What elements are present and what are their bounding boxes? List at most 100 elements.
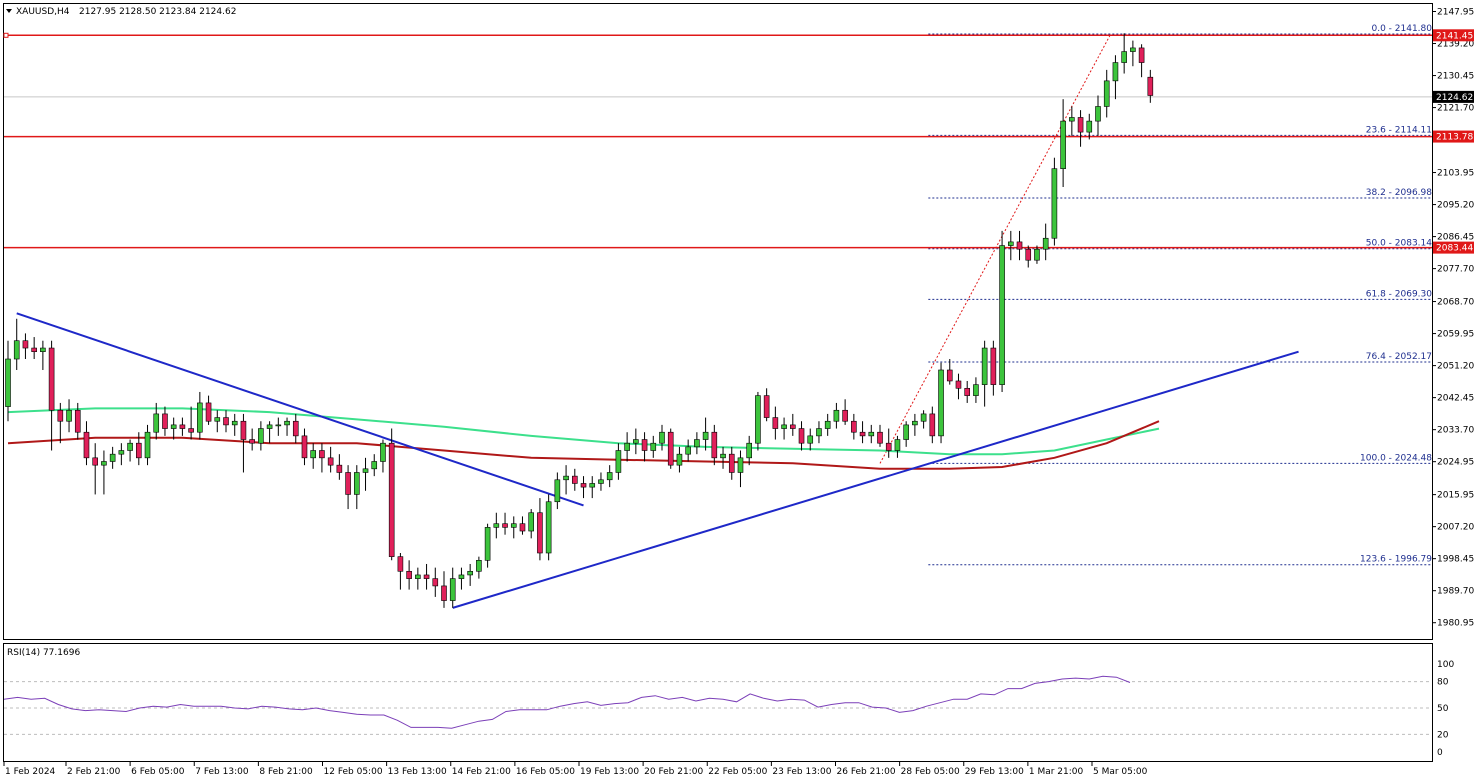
candle[interactable] — [345, 465, 351, 510]
candle[interactable] — [1112, 55, 1119, 100]
candle[interactable] — [537, 498, 543, 561]
candle[interactable] — [57, 402, 64, 444]
candle[interactable] — [144, 424, 151, 466]
candle[interactable] — [231, 413, 238, 436]
candle[interactable] — [127, 439, 133, 462]
chart-header[interactable]: XAUUSD,H4 2127.95 2128.50 2123.84 2124.6… — [6, 7, 236, 17]
candle[interactable] — [667, 428, 674, 469]
candle[interactable] — [327, 446, 334, 473]
candle[interactable] — [1086, 113, 1093, 140]
candle[interactable] — [545, 494, 552, 561]
candle[interactable] — [824, 413, 831, 436]
candle[interactable] — [13, 318, 20, 370]
candle[interactable] — [946, 359, 953, 385]
candle[interactable] — [467, 563, 473, 586]
candle[interactable] — [746, 435, 753, 466]
candle[interactable] — [109, 446, 116, 469]
trendline-up[interactable] — [452, 350, 1299, 609]
candle[interactable] — [301, 428, 308, 466]
candle[interactable] — [737, 450, 744, 488]
candle[interactable] — [310, 443, 317, 469]
candle[interactable] — [66, 399, 72, 433]
candle[interactable] — [938, 362, 944, 444]
candle[interactable] — [92, 443, 98, 495]
candle[interactable] — [999, 230, 1005, 392]
candle[interactable] — [1069, 106, 1075, 136]
candle[interactable] — [990, 340, 997, 396]
candle[interactable] — [728, 446, 735, 480]
candle[interactable] — [162, 406, 168, 436]
dropdown-triangle-icon[interactable] — [6, 9, 12, 13]
candle[interactable] — [292, 413, 299, 444]
candle[interactable] — [859, 421, 866, 444]
candle[interactable] — [615, 443, 622, 480]
candle[interactable] — [371, 454, 378, 477]
candle[interactable] — [484, 523, 491, 568]
candle[interactable] — [973, 377, 979, 403]
candle[interactable] — [1042, 223, 1049, 261]
candle[interactable] — [685, 439, 691, 462]
candle[interactable] — [789, 413, 796, 436]
candle[interactable] — [606, 465, 613, 488]
candle[interactable] — [31, 337, 37, 360]
candle[interactable] — [362, 457, 369, 491]
candle[interactable] — [48, 340, 55, 451]
candle[interactable] — [249, 428, 255, 451]
candle[interactable] — [580, 476, 587, 499]
candle[interactable] — [1034, 245, 1040, 264]
candle[interactable] — [798, 421, 805, 451]
candle[interactable] — [476, 556, 482, 579]
candle[interactable] — [694, 432, 700, 455]
candle[interactable] — [83, 421, 90, 466]
candle[interactable] — [493, 512, 500, 539]
candle[interactable] — [781, 417, 787, 440]
candle[interactable] — [763, 388, 770, 422]
candle[interactable] — [336, 454, 343, 480]
candle[interactable] — [179, 417, 186, 436]
candle[interactable] — [388, 428, 395, 561]
candle[interactable] — [441, 571, 447, 608]
candle[interactable] — [432, 567, 439, 597]
candle[interactable] — [563, 465, 569, 495]
candle[interactable] — [1051, 157, 1058, 246]
candle[interactable] — [319, 443, 325, 473]
candle[interactable] — [1077, 110, 1084, 147]
candle[interactable] — [912, 413, 918, 436]
candle[interactable] — [528, 509, 535, 539]
candle[interactable] — [842, 399, 848, 425]
candle[interactable] — [1103, 69, 1110, 118]
candle[interactable] — [223, 410, 229, 433]
candle[interactable] — [510, 516, 517, 539]
candle[interactable] — [894, 435, 901, 458]
candle[interactable] — [964, 380, 971, 403]
candle[interactable] — [1007, 230, 1014, 261]
candle[interactable] — [74, 402, 81, 440]
candle[interactable] — [449, 567, 456, 608]
candle[interactable] — [266, 421, 273, 444]
candle[interactable] — [205, 395, 212, 425]
candle[interactable] — [397, 552, 404, 590]
candle[interactable] — [981, 340, 988, 407]
candle[interactable] — [118, 443, 125, 466]
candle[interactable] — [877, 424, 883, 447]
candle[interactable] — [624, 432, 630, 462]
candle[interactable] — [1147, 69, 1154, 103]
candle[interactable] — [1016, 230, 1023, 261]
candle[interactable] — [641, 432, 648, 462]
candle[interactable] — [214, 410, 221, 433]
candle[interactable] — [380, 439, 386, 473]
candle[interactable] — [188, 406, 194, 440]
candle[interactable] — [40, 340, 46, 370]
candle[interactable] — [955, 373, 962, 400]
candle[interactable] — [1138, 44, 1145, 78]
candle[interactable] — [101, 450, 107, 495]
candle[interactable] — [720, 446, 726, 469]
candle[interactable] — [406, 560, 412, 590]
candle[interactable] — [659, 424, 665, 451]
candle[interactable] — [136, 432, 142, 466]
candle[interactable] — [851, 413, 857, 440]
candle[interactable] — [1121, 33, 1127, 74]
candle[interactable] — [1025, 245, 1032, 268]
candle[interactable] — [275, 417, 282, 436]
